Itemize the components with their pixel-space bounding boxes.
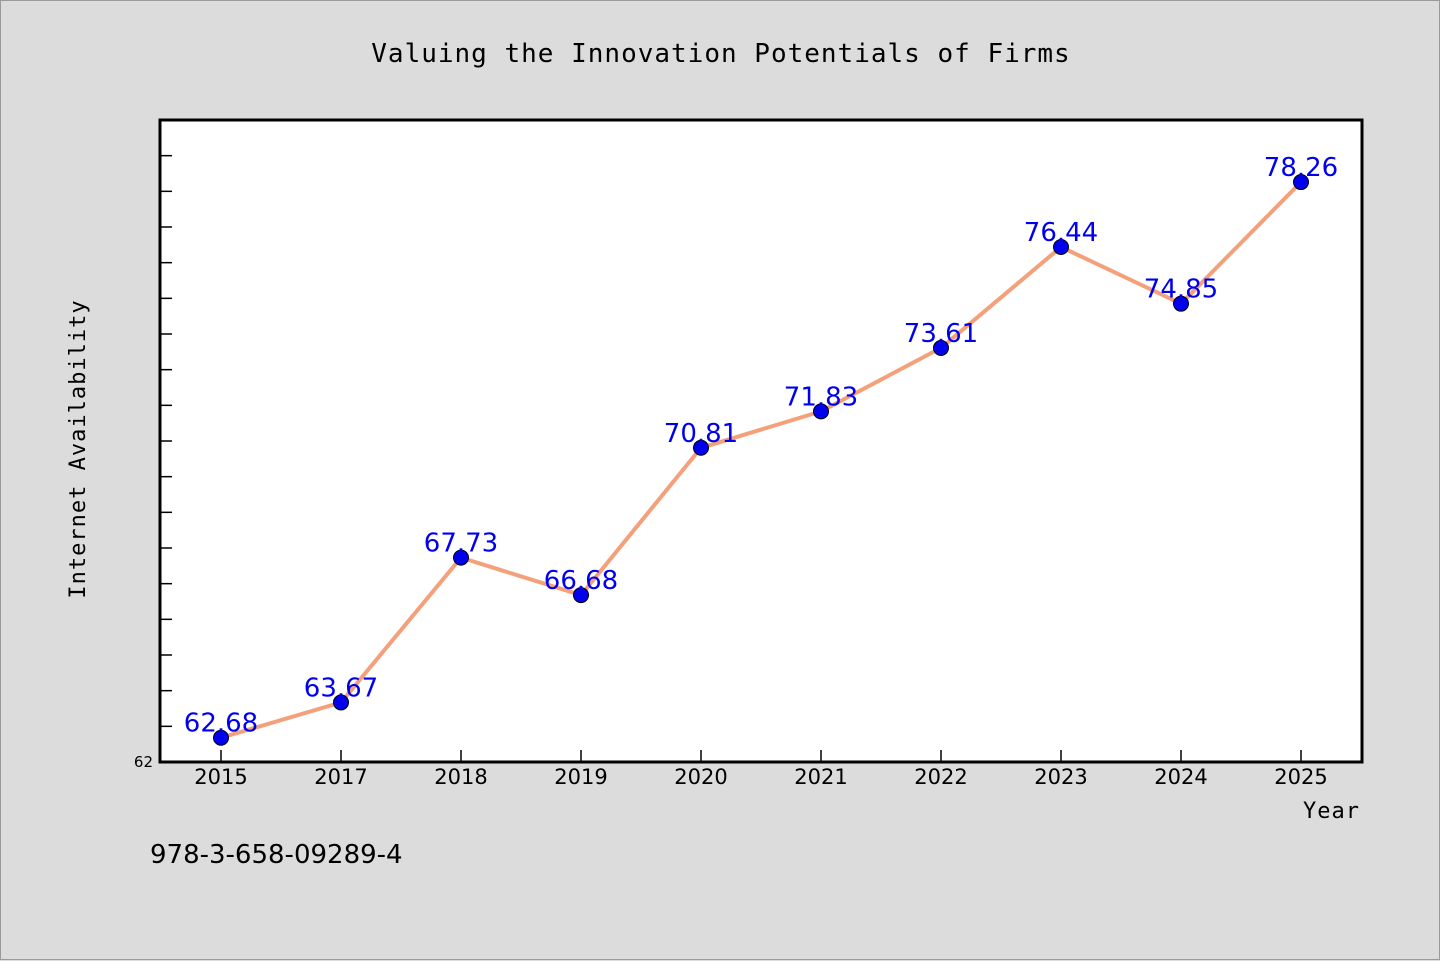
data-label: 74.85 bbox=[1144, 275, 1218, 305]
data-label: 70.81 bbox=[664, 419, 738, 449]
data-point bbox=[813, 403, 829, 420]
x-tick-label: 2022 bbox=[914, 765, 967, 789]
x-tick-label: 2020 bbox=[674, 765, 727, 789]
x-axis-tick-labels: 2015 2017 2018 2019 2020 2021 2022 2023 2024 2025 bbox=[194, 765, 1327, 789]
plot-border bbox=[158, 118, 1364, 764]
data-label: 63.67 bbox=[304, 673, 378, 703]
x-tick-label: 2025 bbox=[1274, 765, 1327, 789]
y-axis-label: Internet Availability bbox=[66, 299, 91, 598]
x-tick-label: 2017 bbox=[314, 765, 367, 789]
x-tick-label: 2023 bbox=[1034, 765, 1087, 789]
chart-title: Valuing the Innovation Potentials of Fir… bbox=[371, 39, 1070, 69]
data-point bbox=[213, 729, 229, 746]
data-point bbox=[933, 339, 949, 356]
x-tick-label: 2021 bbox=[794, 765, 847, 789]
data-labels: 62.68 63.67 67.73 66.68 70.81 71.83 73.61 76.44… bbox=[184, 153, 1338, 739]
x-axis-label: Year bbox=[1303, 799, 1360, 824]
x-tick-label: 2018 bbox=[434, 765, 487, 789]
data-point bbox=[453, 549, 469, 566]
data-label: 71.83 bbox=[784, 382, 858, 412]
plot-area bbox=[160, 120, 1362, 762]
y-axis-min-label: 62 bbox=[134, 753, 153, 771]
x-tick-label: 2015 bbox=[194, 765, 247, 789]
x-tick-label: 2024 bbox=[1154, 765, 1207, 789]
data-point bbox=[573, 587, 589, 604]
data-point bbox=[1053, 238, 1069, 255]
data-label: 78.26 bbox=[1264, 153, 1338, 183]
series-markers bbox=[213, 174, 1309, 746]
data-label: 76.44 bbox=[1024, 218, 1098, 248]
data-point bbox=[1293, 174, 1309, 191]
data-point bbox=[333, 694, 349, 711]
data-point bbox=[1173, 295, 1189, 312]
data-point bbox=[693, 439, 709, 456]
x-tick-label: 2019 bbox=[554, 765, 607, 789]
footnote-isbn: 978-3-658-09289-4 bbox=[150, 840, 403, 870]
series-line bbox=[220, 180, 1303, 740]
y-axis-ticks bbox=[160, 154, 172, 728]
x-axis-ticks bbox=[220, 750, 1302, 762]
data-label: 73.61 bbox=[904, 319, 978, 349]
data-label: 67.73 bbox=[424, 529, 498, 559]
data-label: 66.68 bbox=[544, 566, 618, 596]
data-label: 62.68 bbox=[184, 709, 258, 739]
